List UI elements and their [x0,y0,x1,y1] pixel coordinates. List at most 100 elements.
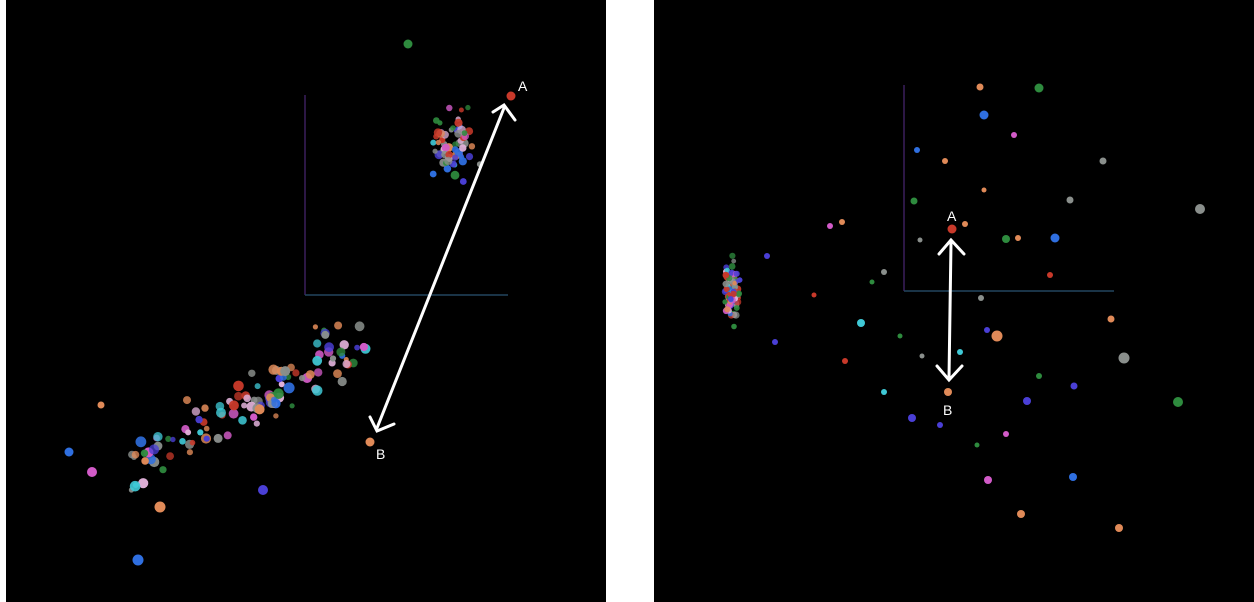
left-scatter-point [215,401,225,411]
right-scatter-point [1115,524,1123,532]
left-scatter-point [454,118,463,127]
right-scatter-point [724,267,730,273]
right-scatter-point [811,292,817,298]
right-scatter-point [728,263,736,270]
left-scatter-point [228,408,239,419]
right-scatter-point [984,476,992,484]
left-scatter-point [465,153,474,161]
left-scatter-point [97,401,105,409]
right-scatter-point [1036,373,1042,379]
right-scatter-point [917,237,923,243]
left-scatter-point [435,139,442,146]
left-arrowhead-b [368,415,396,433]
left-scatter-point [354,321,365,332]
right-scatter-point [1173,397,1183,407]
left-scatter-point [238,416,247,425]
left-scatter-point [250,413,258,421]
left-scatter-point [465,104,471,111]
left-scatter-point [241,402,248,409]
left-scatter-point [441,143,450,152]
right-scatter-point [737,277,743,283]
left-scatter-point [403,39,413,49]
left-scatter-point [313,339,322,348]
right-scatter-point [724,306,731,313]
right-scatter-point [881,389,887,395]
left-scatter-point [337,376,347,387]
right-scatter-point [1070,382,1078,390]
right-scatter-point [1047,272,1053,278]
right-scatter-plot: A B [721,83,1205,532]
left-scatter-point [195,415,203,424]
left-scatter-point [336,347,346,357]
left-scatter-point [159,466,167,474]
left-arrowhead-a [491,102,517,122]
left-scatter-point [132,554,144,566]
left-scatter-point [342,360,351,368]
left-scatter-point [254,404,265,415]
right-scatter-point [974,442,980,448]
right-scatter-point [962,221,968,227]
left-scatter-point [165,435,172,442]
left-scatter-point [458,107,464,113]
left-point-b [365,437,375,447]
left-scatter-point [445,151,453,159]
right-scatter-point [857,319,865,327]
right-scatter-point [942,158,948,164]
left-scatter-point [250,396,258,404]
right-scatter-point [937,422,943,428]
left-scatter-point [233,380,244,392]
right-scatter-point [764,253,770,259]
left-scatter-point [324,342,334,353]
right-scatter-point [1015,235,1021,241]
right-scatter-point [733,305,740,311]
right-label-b: B [943,402,952,418]
left-scatter-point [334,321,343,330]
left-scatter-point [213,433,223,443]
left-scatter-point [289,403,295,409]
right-scatter-point [1195,204,1205,214]
right-scatter-point [910,197,918,205]
left-scatter-point [203,425,210,432]
left-scatter-point [179,438,186,445]
right-scatter-point [730,290,737,298]
right-point-b [944,388,952,396]
left-point-a [506,91,516,101]
right-arrow-shaft [947,241,953,380]
left-scatter-point [312,324,318,330]
left-scatter-point [141,457,149,465]
left-scatter-point [154,501,166,513]
left-scatter-point [314,368,323,377]
left-scatter-point [458,154,465,160]
left-scatter-point [166,452,175,460]
right-scatter-point [839,219,845,225]
right-scatter-point [1023,397,1031,405]
left-point-cloud [64,39,483,566]
right-scatter-point [1050,233,1060,243]
left-scatter-point [283,382,295,394]
right-scatter-point [732,311,740,319]
left-scatter-point [446,104,453,112]
left-scatter-point [248,369,256,377]
right-scatter-point [735,290,742,297]
left-scatter-point [140,449,149,457]
left-scatter-point [254,383,261,390]
right-scatter-point [984,327,990,333]
left-axes [304,95,508,296]
left-scatter-point [433,117,440,124]
left-scatter-point [278,381,285,388]
right-scatter-point [727,295,734,302]
left-scatter-point [359,342,368,352]
left-scatter-point [186,449,193,456]
left-scatter-point [273,413,279,419]
right-scatter-point [729,252,736,259]
right-label-a: A [947,208,957,224]
left-scatter-point [185,429,192,436]
right-scatter-point [1099,157,1107,165]
left-scatter-point [429,170,437,178]
right-scatter-point [869,279,875,285]
left-scatter-point [203,435,210,442]
right-scatter-point [733,270,740,277]
right-axes [903,85,1114,292]
left-scatter-point [329,355,337,362]
right-scatter-point [1107,315,1115,323]
